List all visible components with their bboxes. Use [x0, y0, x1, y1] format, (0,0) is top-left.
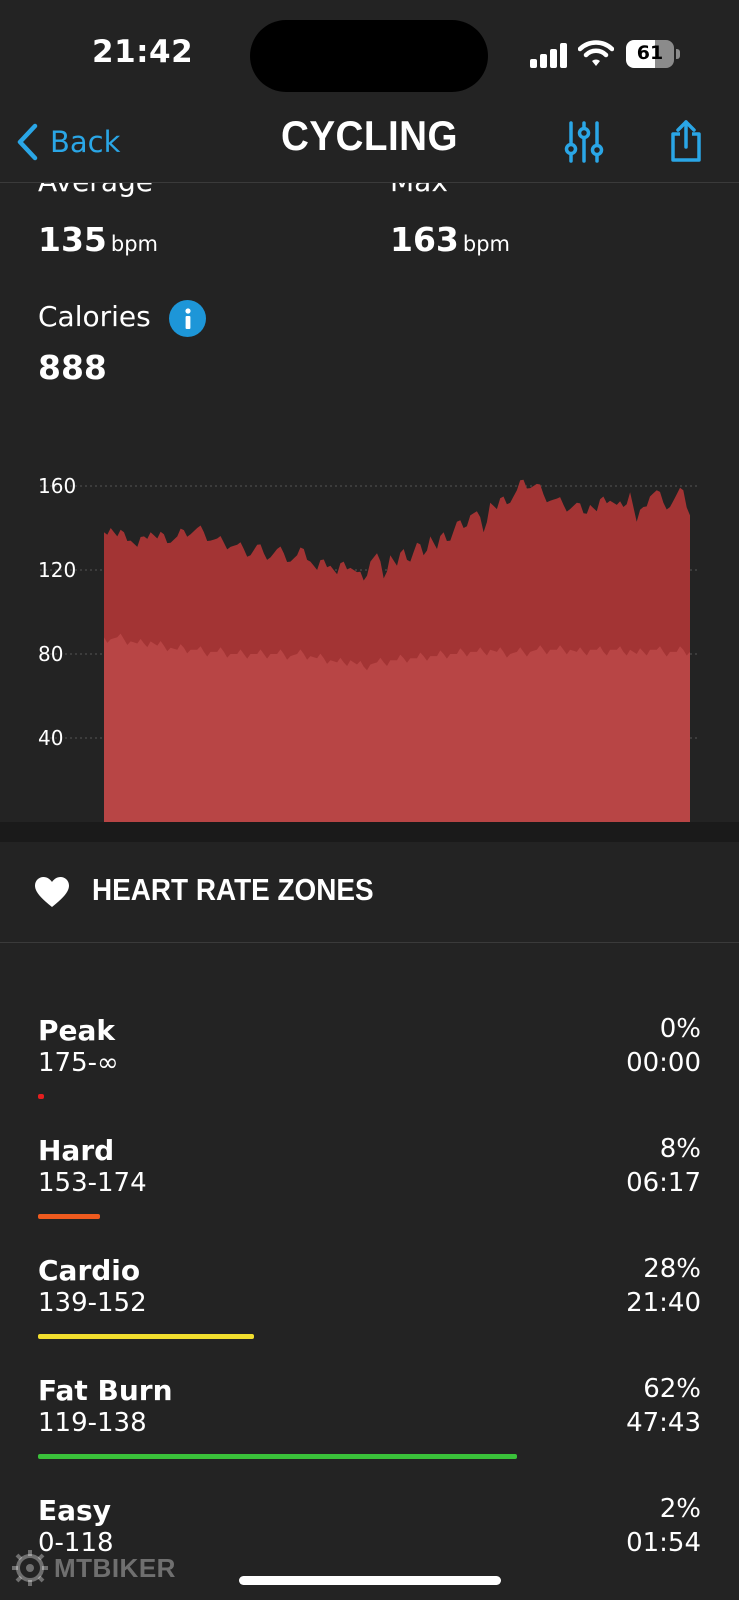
max-label: Max	[390, 183, 448, 198]
y-tick-160: 160	[38, 474, 76, 498]
zone-time: 47:43	[626, 1408, 701, 1438]
scroll-clip: Average Max	[0, 183, 739, 199]
calories-label: Calories	[38, 300, 151, 333]
zone-time: 06:17	[626, 1168, 701, 1198]
heart-rate-chart: 160 120 80 40	[38, 474, 700, 822]
y-tick-40: 40	[38, 726, 63, 750]
battery-tip	[676, 49, 680, 59]
zone-name: Easy	[38, 1494, 111, 1527]
average-heart-rate: 135 bpm	[38, 220, 158, 259]
zone-range: 175-∞	[38, 1048, 119, 1078]
series-lower-band-area	[104, 633, 690, 822]
gear-logo-icon	[12, 1550, 48, 1586]
zone-time: 01:54	[626, 1528, 701, 1558]
zone-hard: Hard 153-174 8% 06:17	[0, 1134, 739, 1244]
zone-range: 0-118	[38, 1528, 114, 1558]
zone-fat-burn: Fat Burn 119-138 62% 47:43	[0, 1374, 739, 1484]
back-label: Back	[50, 125, 121, 159]
calories-value: 888	[38, 348, 107, 387]
average-value: 135	[38, 220, 107, 259]
status-time: 21:42	[92, 34, 194, 70]
zone-percent: 62%	[643, 1374, 701, 1404]
heart-rate-zones-title: HEART RATE ZONES	[92, 872, 374, 907]
section-separator	[0, 822, 739, 842]
zone-bar	[38, 1334, 255, 1339]
zone-range: 139-152	[38, 1288, 147, 1318]
zone-percent: 2%	[659, 1494, 701, 1524]
y-tick-120: 120	[38, 558, 76, 582]
max-unit: bpm	[462, 232, 511, 256]
zone-percent: 0%	[659, 1014, 701, 1044]
zone-percent: 28%	[643, 1254, 701, 1284]
zone-name: Cardio	[38, 1254, 141, 1287]
zone-range: 119-138	[38, 1408, 147, 1438]
page-title: CYCLING	[280, 112, 459, 159]
average-label: Average	[38, 183, 153, 198]
watermark: MTBIKER	[10, 1548, 176, 1588]
header-divider	[0, 942, 739, 943]
zone-bar	[38, 1214, 100, 1219]
battery-level: 61	[636, 42, 664, 64]
zone-easy: Easy 0-118 2% 01:54	[0, 1494, 739, 1600]
heart-icon	[35, 877, 69, 907]
max-heart-rate: 163 bpm	[390, 220, 510, 259]
wifi-icon	[578, 40, 614, 66]
sliders-icon[interactable]	[564, 120, 604, 164]
watermark-text: MTBIKER	[54, 1552, 176, 1583]
zone-name: Fat Burn	[38, 1374, 173, 1407]
info-glyph	[184, 307, 191, 329]
zone-peak: Peak 175-∞ 0% 00:00	[0, 1014, 739, 1124]
zone-time: 00:00	[626, 1048, 701, 1078]
zone-bar	[38, 1094, 44, 1099]
zone-time: 21:40	[626, 1288, 701, 1318]
home-indicator[interactable]	[239, 1576, 501, 1585]
back-button[interactable]: Back	[16, 120, 120, 164]
max-value: 163	[390, 220, 459, 259]
zone-percent: 8%	[659, 1134, 701, 1164]
zone-name: Hard	[38, 1134, 115, 1167]
y-axis-ticks: 160 120 80 40	[38, 474, 76, 750]
zone-range: 153-174	[38, 1168, 147, 1198]
info-icon[interactable]	[169, 300, 206, 337]
battery-icon: 61	[626, 40, 674, 68]
zone-name: Peak	[38, 1014, 116, 1047]
dynamic-island	[250, 20, 488, 92]
zone-bar	[38, 1454, 517, 1459]
average-unit: bpm	[110, 232, 159, 256]
share-icon[interactable]	[668, 118, 704, 164]
cellular-signal-icon	[530, 42, 568, 68]
zone-cardio: Cardio 139-152 28% 21:40	[0, 1254, 739, 1364]
y-tick-80: 80	[38, 642, 63, 666]
nav-divider	[0, 182, 739, 183]
chevron-left-icon	[17, 123, 38, 161]
